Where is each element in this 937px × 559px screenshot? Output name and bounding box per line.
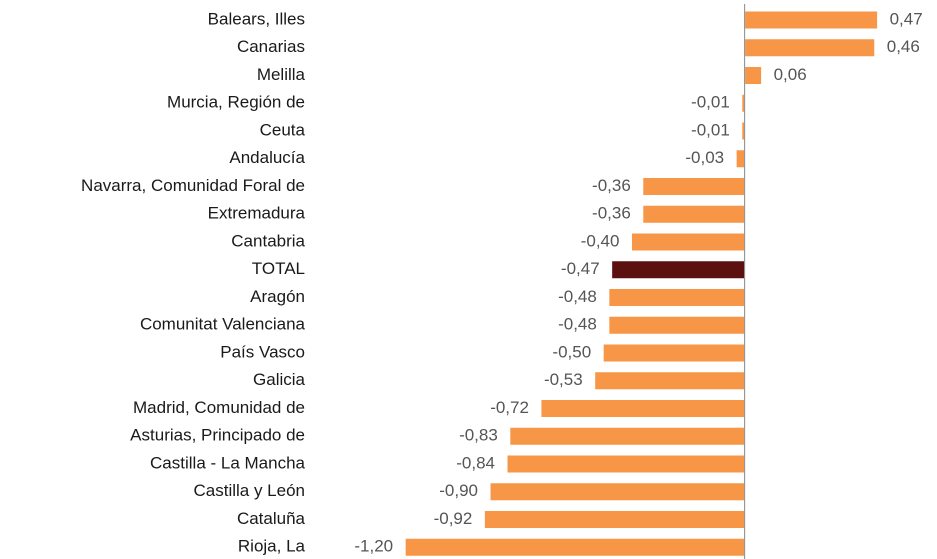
bar bbox=[509, 426, 746, 446]
value-label: -0,84 bbox=[456, 453, 495, 472]
value-label: -0,53 bbox=[544, 370, 583, 389]
value-label: -0,48 bbox=[558, 287, 597, 306]
bar bbox=[611, 260, 746, 280]
bar bbox=[642, 177, 746, 196]
value-label: 0,46 bbox=[887, 37, 920, 56]
category-label: Cataluña bbox=[237, 509, 306, 528]
category-label: Castilla y León bbox=[193, 481, 305, 500]
value-label: -0,48 bbox=[558, 315, 597, 334]
value-label: -1,20 bbox=[354, 537, 393, 556]
value-label: -0,40 bbox=[581, 231, 620, 250]
category-label: Navarra, Comunidad Foral de bbox=[81, 176, 305, 195]
bar bbox=[540, 399, 746, 418]
category-label: Andalucía bbox=[229, 148, 305, 167]
bar bbox=[483, 510, 746, 529]
value-label: -0,01 bbox=[691, 93, 730, 112]
category-label: Cantabria bbox=[231, 231, 305, 250]
bar bbox=[594, 371, 746, 391]
category-label: Comunitat Valenciana bbox=[140, 315, 306, 334]
bar bbox=[735, 149, 746, 169]
bar bbox=[489, 482, 746, 502]
bar bbox=[602, 343, 746, 363]
bar bbox=[744, 10, 879, 30]
value-label: -0,36 bbox=[592, 204, 631, 223]
value-label: 0,47 bbox=[890, 9, 923, 28]
category-label: Murcia, Región de bbox=[167, 93, 305, 112]
value-label: -0,50 bbox=[552, 342, 591, 361]
category-label: Asturias, Principado de bbox=[130, 426, 305, 445]
category-label: Balears, Illes bbox=[208, 9, 305, 28]
bar bbox=[608, 315, 746, 335]
bar bbox=[642, 204, 746, 224]
bar bbox=[744, 66, 763, 85]
category-label: Extremadura bbox=[208, 204, 306, 223]
bar bbox=[404, 537, 746, 557]
category-label: País Vasco bbox=[220, 342, 305, 361]
category-label: Ceuta bbox=[260, 120, 306, 139]
category-label: Melilla bbox=[257, 65, 306, 84]
category-label: Rioja, La bbox=[238, 537, 306, 556]
value-label: -0,92 bbox=[434, 509, 473, 528]
value-label: -0,72 bbox=[490, 398, 529, 417]
category-label: Galicia bbox=[253, 370, 306, 389]
bar bbox=[744, 38, 876, 58]
value-label: -0,36 bbox=[592, 176, 631, 195]
category-label: Castilla - La Mancha bbox=[150, 453, 306, 472]
category-label: Canarias bbox=[237, 37, 305, 56]
value-label: -0,47 bbox=[561, 259, 600, 278]
value-label: 0,06 bbox=[774, 65, 807, 84]
value-label: -0,90 bbox=[439, 481, 478, 500]
bar bbox=[608, 288, 746, 307]
category-label: Madrid, Comunidad de bbox=[133, 398, 305, 417]
value-label: -0,83 bbox=[459, 426, 498, 445]
value-label: -0,03 bbox=[685, 148, 724, 167]
bar bbox=[630, 232, 746, 252]
value-label: -0,01 bbox=[691, 120, 730, 139]
category-label: TOTAL bbox=[252, 259, 305, 278]
bar bbox=[506, 454, 746, 474]
category-label: Aragón bbox=[250, 287, 305, 306]
